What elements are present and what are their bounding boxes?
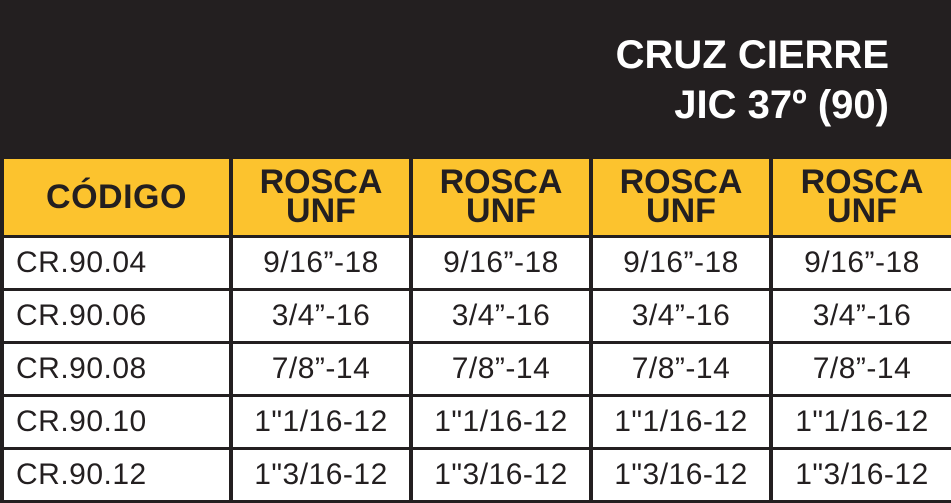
column-divider [409,128,593,158]
thread-cell: 1"3/16-12 [409,448,593,503]
thread-cell: 3/4”-16 [769,289,951,344]
thread-cell: 1"3/16-12 [229,448,413,503]
thread-cell: 1"1/16-12 [229,395,413,450]
thread-cell: 3/4”-16 [409,289,593,344]
thread-cell: 1"3/16-12 [589,448,773,503]
table-row: CR.90.10 1"1/16-12 1"1/16-12 1"1/16-12 1… [0,395,951,450]
spec-table: CÓDIGO ROSCA UNF ROSCA UNF ROSCA UNF ROS… [0,128,951,503]
header-thread-sublabel: UNF [466,192,536,230]
table-row: CR.90.12 1"3/16-12 1"3/16-12 1"3/16-12 1… [0,448,951,503]
thread-cell: 1"1/16-12 [589,395,773,450]
header-thread-label: ROSCA [800,163,924,201]
thread-cell: 7/8”-14 [229,342,413,397]
header-code: CÓDIGO [0,156,233,238]
code-cell: CR.90.04 [0,236,233,291]
thread-cell: 1"3/16-12 [769,448,951,503]
product-title: CRUZ CIERRE JIC 37º (90) [616,30,889,130]
header-thread-1: ROSCA UNF [229,156,413,238]
header-thread-sublabel: UNF [286,192,356,230]
column-divider-row [0,128,951,158]
thread-cell: 1"1/16-12 [409,395,593,450]
code-cell: CR.90.06 [0,289,233,344]
product-title-line-1: CRUZ CIERRE [615,33,889,77]
table-header-row: CÓDIGO ROSCA UNF ROSCA UNF ROSCA UNF ROS… [0,156,951,238]
code-cell: CR.90.12 [0,448,233,503]
code-cell: CR.90.08 [0,342,233,397]
header-thread-label: ROSCA [619,163,743,201]
thread-cell: 3/4”-16 [589,289,773,344]
header-thread-label: ROSCA [259,163,383,201]
table-row: CR.90.08 7/8”-14 7/8”-14 7/8”-14 7/8”-14 [0,342,951,397]
code-cell: CR.90.10 [0,395,233,450]
table-row: CR.90.06 3/4”-16 3/4”-16 3/4”-16 3/4”-16 [0,289,951,344]
header-thread-label: ROSCA [439,163,563,201]
header-code-label: CÓDIGO [46,177,187,216]
column-divider [769,128,951,158]
column-divider [0,128,233,158]
header-thread-4: ROSCA UNF [769,156,951,238]
table-row: CR.90.04 9/16”-18 9/16”-18 9/16”-18 9/16… [0,236,951,291]
thread-cell: 7/8”-14 [589,342,773,397]
header-thread-2: ROSCA UNF [409,156,593,238]
thread-cell: 9/16”-18 [769,236,951,291]
thread-cell: 7/8”-14 [409,342,593,397]
header-thread-3: ROSCA UNF [589,156,773,238]
column-divider [589,128,773,158]
thread-cell: 9/16”-18 [409,236,593,291]
thread-cell: 9/16”-18 [229,236,413,291]
column-divider [229,128,413,158]
thread-cell: 7/8”-14 [769,342,951,397]
header-thread-sublabel: UNF [646,192,716,230]
thread-cell: 9/16”-18 [589,236,773,291]
thread-cell: 3/4”-16 [229,289,413,344]
thread-cell: 1"1/16-12 [769,395,951,450]
header-thread-sublabel: UNF [827,192,897,230]
product-title-line-2: JIC 37º (90) [674,83,889,127]
